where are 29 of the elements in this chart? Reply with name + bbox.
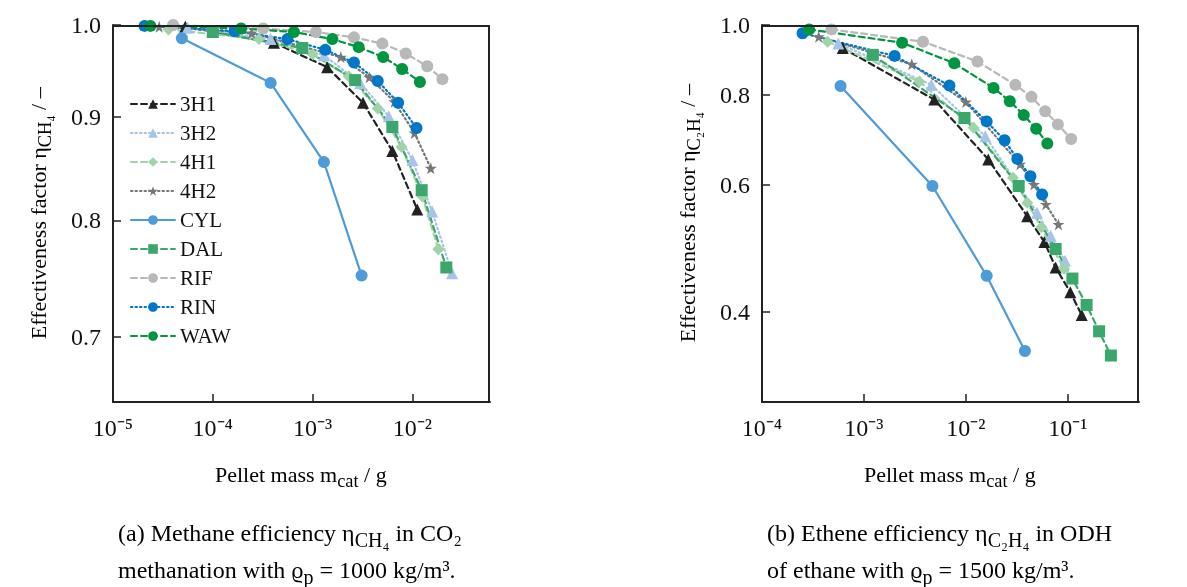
x-tick-label: 10⁻⁴	[192, 415, 233, 441]
legend-label: 3H2	[180, 121, 217, 145]
y-tick-label: 1.0	[720, 12, 750, 38]
y-tick-label: 0.7	[71, 324, 101, 351]
x-tick-label: 10⁻¹	[1048, 415, 1088, 441]
legend-label: RIF	[180, 266, 213, 290]
y-tick-label: 0.8	[720, 81, 750, 108]
legend-label: 4H1	[180, 150, 217, 174]
chart-title: (b) Ethene efficiency η$_{C₂H₄}$ in ODH of ethane with ϱ$_{p}$ = 1500 kg/m³.	[767, 520, 1113, 587]
legend-label: RIN	[180, 295, 217, 319]
x-tick-label: 10⁻²	[392, 415, 432, 441]
x-tick-label: 10⁻³	[844, 415, 884, 441]
y-tick-label: 0.4	[720, 298, 750, 325]
chart-title: (a) Methane efficiency η$_{CH₄}$ in CO₂ methanation with ϱ$_{p}$ = 1000 kg/m³.	[118, 520, 462, 587]
legend-label: CYL	[180, 208, 222, 232]
x-tick-label: 10⁻⁴	[741, 415, 783, 441]
y-tick-label: 0.8	[71, 207, 101, 234]
legend-label: 3H1	[180, 92, 217, 116]
legend-label: 4H2	[180, 179, 217, 203]
legend-label: DAL	[180, 237, 224, 261]
y-tick-label: 0.9	[71, 104, 101, 131]
x-tick-label: 10⁻²	[946, 415, 986, 441]
y-tick-label: 0.6	[720, 171, 750, 198]
y-tick-label: 1.0	[71, 12, 101, 38]
x-tick-label: 10⁻⁵	[92, 415, 134, 441]
x-axis-title: Pellet mass m$_{cat}$ / g	[215, 462, 387, 493]
legend-label: WAW	[180, 324, 231, 348]
x-axis-title: Pellet mass m$_{cat}$ / g	[864, 462, 1036, 493]
x-tick-label: 10⁻³	[292, 415, 333, 441]
